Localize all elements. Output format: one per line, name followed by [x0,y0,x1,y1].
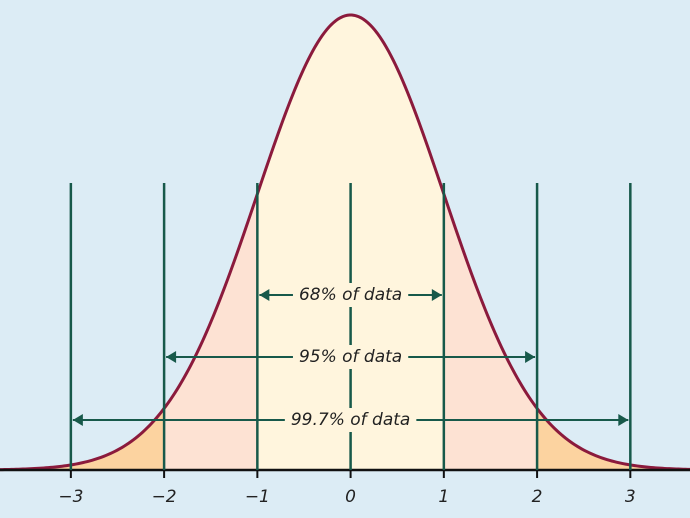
label-bg [292,283,409,307]
arrow-head [72,414,83,426]
x-tick-label: 0 [345,487,356,507]
label-bg [292,345,409,369]
x-tick-label: 2 [532,487,543,507]
area [0,408,165,470]
arrow-head [618,414,629,426]
arrow-head [259,289,270,301]
x-tick-label: −1 [245,487,270,507]
interval-label: 99.7% of data [291,410,411,430]
arrow-head [525,351,536,363]
arrow-head [166,351,177,363]
interval-label: 95% of data [299,347,402,367]
x-tick-label: 3 [625,487,636,507]
area [537,408,690,470]
arrow-head [431,289,442,301]
x-tick-label: 1 [438,487,449,507]
normal-curve [0,13,690,472]
label-bg [284,408,417,432]
interval-label: 68% of data [299,285,402,305]
x-tick-label: −2 [152,487,177,507]
x-tick-label: −3 [58,487,83,507]
